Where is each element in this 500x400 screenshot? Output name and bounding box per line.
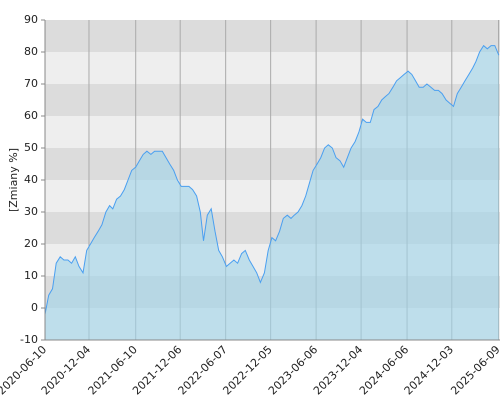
y-tick-label: 40	[24, 173, 38, 186]
area-fill	[45, 45, 499, 340]
y-tick-label: 90	[24, 13, 38, 26]
y-tick-label: 70	[24, 77, 38, 90]
y-axis-label: [Zmiany %]	[7, 148, 20, 212]
y-tick-label: 50	[24, 141, 38, 154]
y-tick-label: 60	[24, 109, 38, 122]
y-tick-label: 80	[24, 45, 38, 58]
y-tick-label: 30	[24, 205, 38, 218]
background-band	[45, 52, 500, 84]
x-tick-label: 2025-06-09	[448, 343, 500, 397]
background-band	[45, 20, 500, 52]
y-tick-label: 10	[24, 269, 38, 282]
y-tick-label: -10	[20, 333, 38, 346]
y-tick-label: 20	[24, 237, 38, 250]
y-tick-label: 0	[31, 301, 38, 314]
line	[44, 44, 500, 315]
